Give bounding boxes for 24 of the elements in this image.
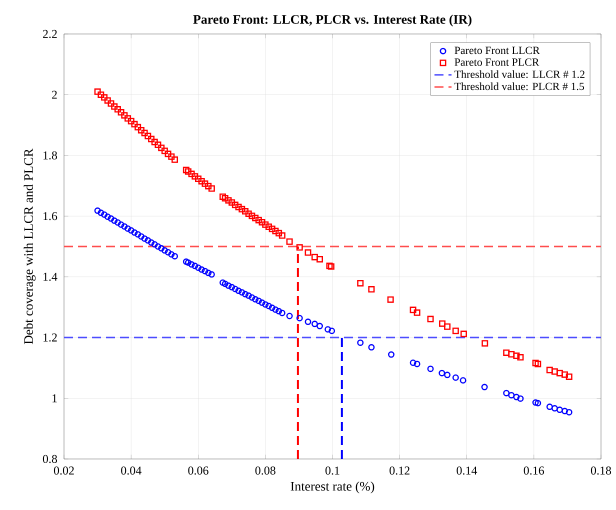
x-tick-label: 0.16 (524, 466, 544, 475)
y-tick-label: 2.2 (43, 30, 57, 38)
y-tick-label: 1.8 (44, 151, 58, 160)
x-tick-label: 0.06 (188, 466, 208, 475)
legend-label: Pareto Front LLCR (454, 46, 540, 54)
y-tick-label: 1.2 (44, 333, 57, 342)
x-axis-title: Interest rate (%) (290, 482, 374, 494)
legend-label: Pareto Front PLCR (454, 58, 540, 66)
chart-title: Pareto Front: LLCR, PLCR vs. Interest Rate (IR) (193, 14, 472, 26)
x-tick-label: 0.12 (390, 466, 410, 475)
x-tick-label: 0.18 (590, 466, 612, 475)
x-tick-label: 0.1 (325, 466, 340, 475)
y-tick-label: 2 (52, 90, 57, 99)
y-tick-label: 1 (52, 394, 57, 402)
legend-label: Threshold value: PLCR # 1.5 (454, 82, 584, 90)
y-axis-title: Debt coverage with LLCR and PLCR (24, 148, 36, 344)
y-tick-label: 1.4 (44, 272, 58, 281)
x-tick-label: 0.08 (255, 466, 276, 475)
x-tick-label: 0.14 (456, 466, 478, 475)
y-tick-label: 0.8 (42, 454, 58, 464)
x-tick-label: 0.02 (54, 466, 74, 475)
x-tick-label: 0.04 (121, 466, 142, 475)
legend-label: Threshold value: LLCR # 1.2 (454, 70, 584, 78)
y-tick-label: 1.6 (44, 212, 58, 220)
